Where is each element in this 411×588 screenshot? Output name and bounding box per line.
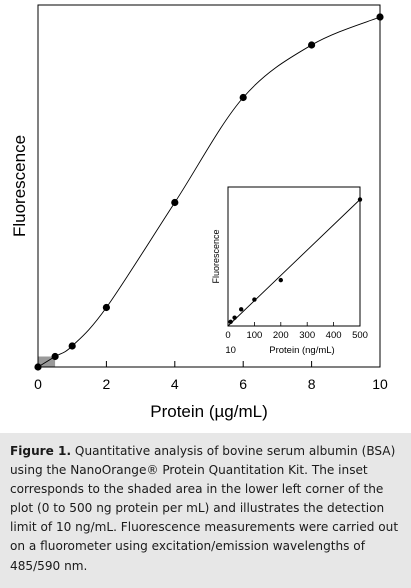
main-data-point	[68, 342, 76, 350]
inset-data-point	[252, 297, 257, 302]
inset-x-tick-label: 0	[225, 330, 230, 341]
main-x-tick-label: 0	[34, 376, 42, 392]
main-data-point	[51, 352, 59, 361]
inset-data-point	[357, 197, 363, 202]
chart-svg: 0 2 4 6 8 10 Protein (µg/mL) Fluorescence 0 100 20…	[10, 4, 388, 421]
inset-data-point	[278, 277, 283, 283]
inset-data-point	[228, 319, 233, 325]
main-data-point	[376, 13, 384, 21]
main-x-tick-label: 2	[103, 376, 111, 392]
caption-paragraph: Figure 1. Quantitative analysis of bovin…	[10, 442, 401, 576]
main-data-point	[308, 41, 316, 49]
main-data-point	[171, 198, 179, 207]
inset-x-tick-label-extra: 10	[225, 345, 236, 356]
inset-data-point	[232, 315, 237, 320]
main-plot-frame	[37, 4, 381, 368]
main-x-tick-label: 4	[171, 376, 179, 392]
inset-x-tick-label: 500	[352, 330, 368, 341]
figure-caption: Figure 1. Quantitative analysis of bovin…	[0, 433, 411, 588]
main-data-point	[102, 303, 110, 312]
main-data-point	[34, 363, 42, 371]
inset-x-tick-label: 400	[326, 330, 342, 341]
inset-plot-frame	[227, 186, 361, 327]
inset-x-tick-label: 100	[246, 330, 262, 341]
chart-area: 0 2 4 6 8 10 Protein (µg/mL) Fluorescence 0 100 20…	[10, 4, 388, 421]
main-data-point	[239, 93, 247, 102]
main-x-axis-label: Protein (µg/mL)	[150, 402, 268, 421]
caption-text: Quantitative analysis of bovine serum al…	[10, 444, 399, 573]
main-fit-curve	[37, 16, 381, 368]
main-y-axis-label: Fluorescence	[10, 135, 29, 237]
caption-label: Figure 1.	[10, 444, 72, 458]
inset-data-point	[239, 307, 244, 312]
main-x-tick-label: 8	[308, 376, 316, 392]
inset-y-axis-label: Fluorescence	[211, 229, 221, 283]
inset-x-tick-label: 200	[273, 330, 289, 341]
inset-x-tick-label: 300	[299, 330, 315, 341]
main-x-tick-label: 6	[239, 376, 247, 392]
inset-fit-line	[227, 199, 361, 327]
inset-x-axis-label: Protein (ng/mL)	[269, 345, 334, 356]
main-x-tick-label: 10	[372, 376, 388, 392]
